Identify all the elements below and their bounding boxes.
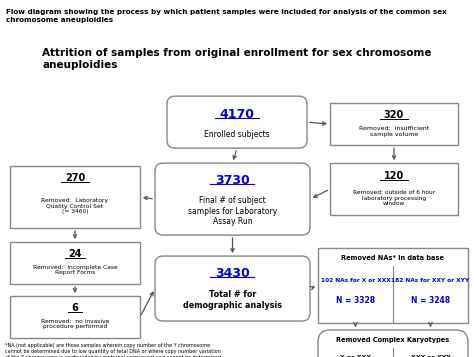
Text: Attrition of samples from original enrollment for sex chromosome
aneuploidies: Attrition of samples from original enrol… <box>42 48 432 70</box>
Text: *NA (not applicable) are those samples wherein copy number of the Y chromosome
c: *NA (not applicable) are those samples w… <box>5 343 223 357</box>
Text: 24: 24 <box>68 249 82 259</box>
FancyBboxPatch shape <box>10 242 140 284</box>
Text: Final # of subject
samples for Laboratory
Assay Run: Final # of subject samples for Laborator… <box>188 196 277 226</box>
Text: 120: 120 <box>384 171 404 181</box>
Text: XXY or XYY: XXY or XYY <box>410 356 450 357</box>
FancyBboxPatch shape <box>10 296 140 338</box>
Text: N = 3328: N = 3328 <box>336 296 375 305</box>
Text: Flow diagram showing the process by which patient samples were included for anal: Flow diagram showing the process by whic… <box>6 9 447 23</box>
Text: 102 NAs for X or XXX: 102 NAs for X or XXX <box>320 277 391 282</box>
FancyBboxPatch shape <box>318 248 468 323</box>
Text: 6: 6 <box>72 303 78 313</box>
FancyBboxPatch shape <box>155 256 310 321</box>
Text: 3730: 3730 <box>215 174 250 187</box>
Text: Removed:  incomplete Case
Report Forms: Removed: incomplete Case Report Forms <box>33 265 117 276</box>
Text: Removed:  Laboratory
Quality Control Set
(= 3460): Removed: Laboratory Quality Control Set … <box>42 198 109 215</box>
Text: 320: 320 <box>384 110 404 120</box>
Text: Removed:  insufficient
sample volume: Removed: insufficient sample volume <box>359 126 429 136</box>
Text: Removed:  no invasive
procedure performed: Removed: no invasive procedure performed <box>41 318 109 330</box>
Text: Removed NAs* in data base: Removed NAs* in data base <box>341 255 445 261</box>
FancyBboxPatch shape <box>167 96 307 148</box>
Text: 3430: 3430 <box>215 267 250 280</box>
Text: Total # for
demographic analysis: Total # for demographic analysis <box>183 290 282 310</box>
Text: N = 3248: N = 3248 <box>411 296 450 305</box>
Text: 4170: 4170 <box>219 108 255 121</box>
Text: 270: 270 <box>65 173 85 183</box>
FancyBboxPatch shape <box>330 163 458 215</box>
Text: Enrolled subjects: Enrolled subjects <box>204 130 270 139</box>
Text: Removed: outside of 6 hour
laboratory processing
window: Removed: outside of 6 hour laboratory pr… <box>353 190 435 206</box>
Text: 182 NAs for XXY or XYY: 182 NAs for XXY or XYY <box>392 277 470 282</box>
Text: X or XXX: X or XXX <box>340 356 371 357</box>
FancyBboxPatch shape <box>318 330 468 357</box>
FancyBboxPatch shape <box>155 163 310 235</box>
Text: Removed Complex Karyotypes: Removed Complex Karyotypes <box>337 337 450 343</box>
FancyBboxPatch shape <box>330 103 458 145</box>
FancyBboxPatch shape <box>10 166 140 228</box>
